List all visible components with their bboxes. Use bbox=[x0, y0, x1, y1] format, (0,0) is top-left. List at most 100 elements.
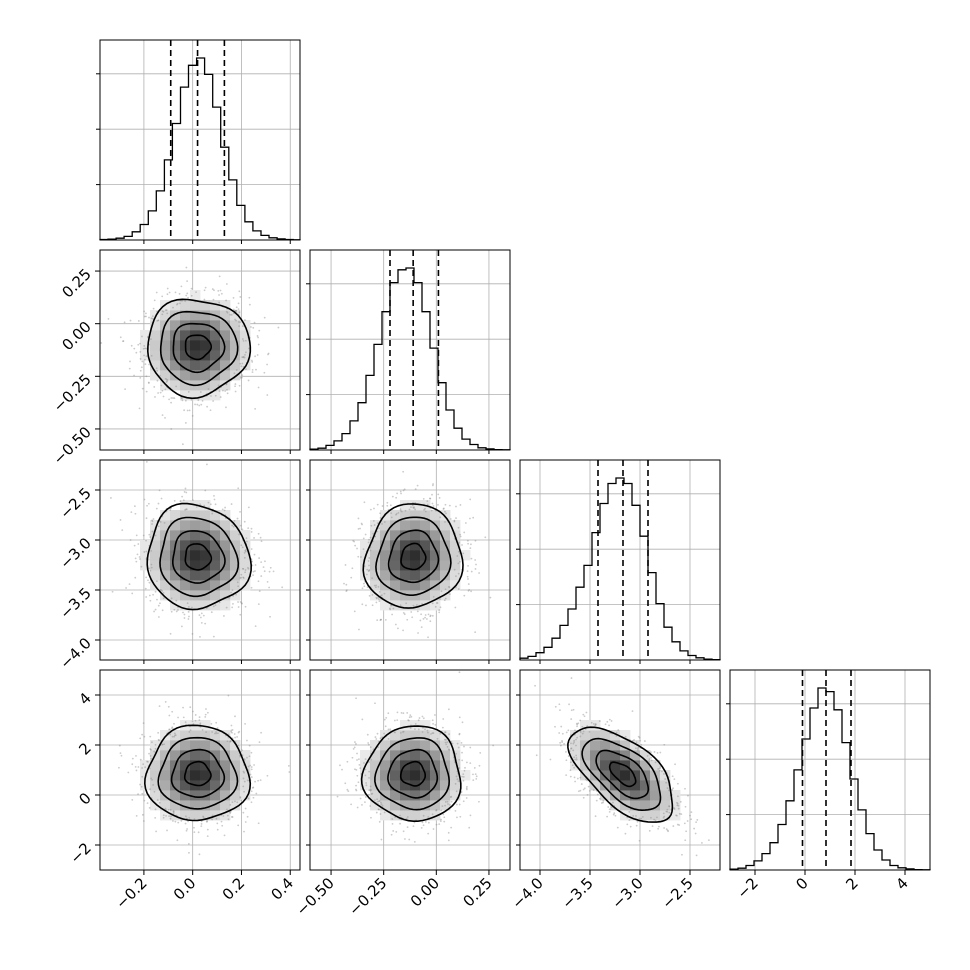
scatter-point bbox=[432, 722, 434, 725]
scatter-point bbox=[565, 731, 568, 734]
scatter-point bbox=[212, 605, 215, 608]
scatter-point bbox=[164, 416, 166, 419]
scatter-point bbox=[164, 377, 167, 380]
scatter-point bbox=[387, 737, 390, 740]
density-cell bbox=[430, 740, 441, 751]
density-cell bbox=[590, 780, 601, 791]
density-cell bbox=[150, 310, 161, 321]
scatter-point bbox=[569, 775, 572, 778]
scatter-point bbox=[677, 804, 680, 807]
scatter-point bbox=[368, 776, 370, 779]
hist-panel-0 bbox=[96, 39, 301, 241]
scatter-point bbox=[466, 539, 469, 542]
scatter-point bbox=[183, 491, 186, 493]
scatter-point bbox=[668, 805, 670, 808]
scatter-point bbox=[577, 722, 580, 725]
scatter-point bbox=[376, 732, 379, 735]
scatter-point bbox=[405, 817, 408, 820]
density-cell bbox=[360, 780, 371, 791]
scatter-point bbox=[420, 826, 423, 829]
scatter-point bbox=[242, 339, 245, 342]
scatter-point bbox=[409, 727, 412, 730]
density-cell bbox=[200, 790, 211, 801]
density-cell bbox=[370, 740, 381, 751]
scatter-point bbox=[444, 510, 446, 513]
density-cell bbox=[220, 530, 231, 541]
scatter-point bbox=[141, 335, 143, 338]
scatter-point bbox=[253, 553, 256, 556]
scatter-point bbox=[472, 516, 475, 519]
scatter-point bbox=[364, 774, 367, 777]
scatter-point bbox=[402, 611, 405, 614]
scatter-point bbox=[378, 800, 381, 803]
scatter-point bbox=[582, 713, 585, 716]
density-cell bbox=[420, 740, 431, 751]
scatter-point bbox=[457, 746, 460, 749]
scatter-point bbox=[158, 801, 161, 804]
density-cell bbox=[390, 730, 401, 741]
scatter-point bbox=[250, 790, 253, 793]
scatter-point bbox=[211, 818, 214, 821]
scatter-point bbox=[707, 839, 710, 842]
scatter-point bbox=[235, 309, 238, 312]
scatter-point bbox=[206, 405, 209, 408]
scatter-point bbox=[241, 528, 244, 531]
density-cell bbox=[160, 730, 171, 741]
scatter-point bbox=[386, 501, 389, 504]
scatter-point bbox=[573, 766, 575, 769]
scatter-point bbox=[140, 366, 143, 369]
scatter-point bbox=[462, 775, 465, 778]
density-cell bbox=[410, 560, 421, 571]
scatter-point bbox=[145, 517, 148, 520]
scatter-point bbox=[242, 567, 245, 570]
scatter-point bbox=[147, 382, 150, 384]
panel-frame bbox=[99, 669, 301, 871]
scatter-point bbox=[447, 831, 450, 834]
scatter-point bbox=[230, 729, 233, 732]
scatter-point bbox=[438, 609, 441, 611]
scatter-point bbox=[352, 539, 355, 542]
scatter-point bbox=[188, 731, 191, 733]
scatter-point bbox=[457, 572, 460, 575]
scatter-point bbox=[617, 729, 620, 731]
density-cell bbox=[410, 770, 421, 781]
scatter-point bbox=[614, 814, 617, 817]
scatter-point bbox=[229, 313, 232, 316]
scatter-point bbox=[257, 343, 260, 346]
scatter-point bbox=[157, 319, 160, 322]
scatter-point bbox=[135, 351, 138, 354]
density-cell bbox=[440, 550, 451, 561]
scatter-point bbox=[154, 608, 157, 611]
scatter-point bbox=[560, 725, 563, 728]
density-cell bbox=[200, 530, 211, 541]
scatter-point bbox=[475, 775, 478, 778]
scatter-point bbox=[594, 723, 597, 726]
scatter-point bbox=[175, 303, 178, 306]
scatter-point bbox=[410, 611, 413, 613]
contour-2sigma bbox=[146, 502, 253, 611]
scatter-point bbox=[404, 509, 407, 512]
scatter-point bbox=[405, 602, 408, 605]
scatter-point bbox=[147, 502, 150, 505]
scatter-point bbox=[572, 708, 575, 711]
scatter-point bbox=[558, 703, 561, 706]
scatter-point bbox=[423, 509, 425, 511]
scatter-point bbox=[427, 832, 430, 835]
scatter-point bbox=[356, 759, 358, 761]
scatter-point bbox=[356, 752, 358, 755]
density-cell bbox=[410, 800, 421, 811]
density-cell bbox=[210, 510, 221, 521]
scatter-point bbox=[144, 587, 147, 590]
density-cell bbox=[190, 800, 201, 811]
density-cell bbox=[170, 550, 181, 561]
scatter-point bbox=[184, 509, 186, 511]
scatter-point bbox=[236, 736, 238, 738]
scatter-point bbox=[149, 748, 152, 750]
scatter-point bbox=[396, 711, 399, 714]
scatter-point bbox=[225, 299, 227, 302]
scatter-point bbox=[387, 728, 390, 731]
scatter-point bbox=[368, 761, 370, 763]
y-tick-label: −4.0 bbox=[56, 634, 94, 672]
scatter-point bbox=[134, 557, 137, 560]
scatter-point bbox=[640, 743, 643, 746]
